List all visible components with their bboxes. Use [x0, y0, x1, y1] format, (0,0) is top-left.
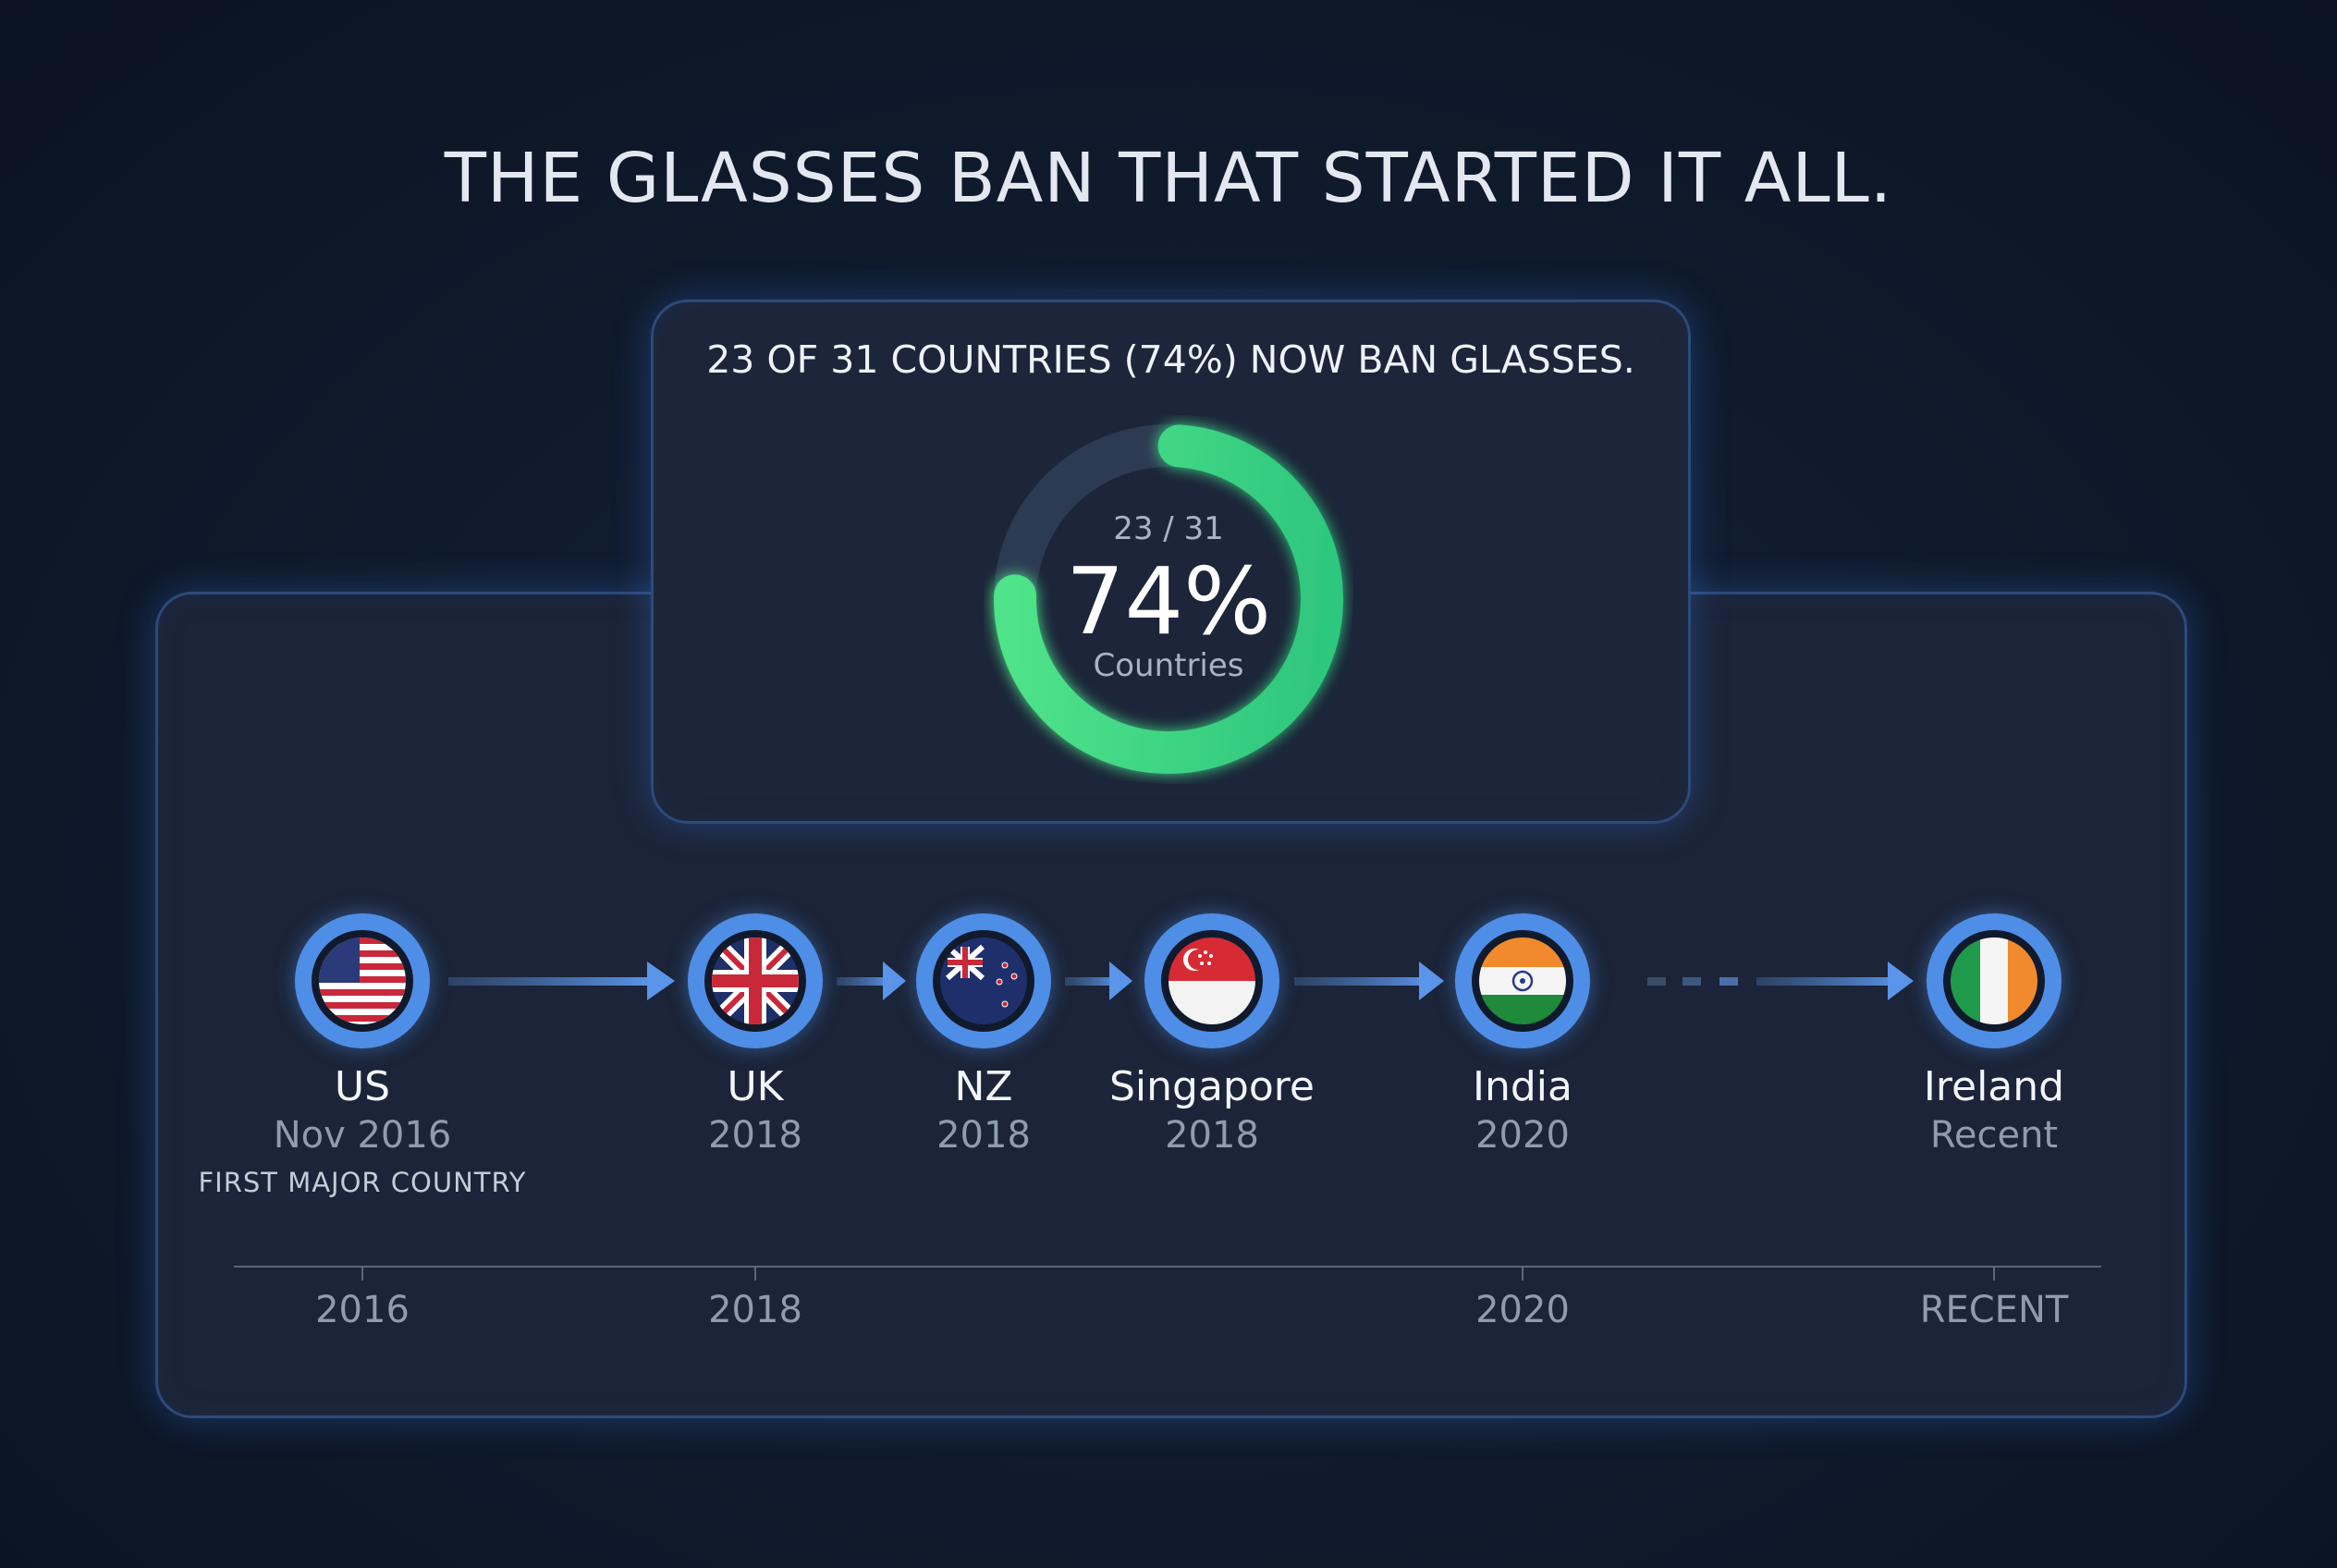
node-date: 2018	[1165, 1114, 1259, 1157]
axis-label: 2018	[708, 1289, 802, 1331]
india-flag-icon	[1479, 937, 1566, 1024]
node-name: UK	[727, 1063, 784, 1110]
node-date: 2020	[1475, 1114, 1570, 1157]
node-date: Nov 2016	[273, 1114, 452, 1157]
nz-flag-icon	[940, 937, 1027, 1024]
timeline-node-nz[interactable]	[916, 913, 1051, 1048]
timeline-node-singapore[interactable]	[1144, 913, 1279, 1048]
timeline-node-ireland[interactable]	[1927, 913, 2062, 1048]
node-date: 2018	[708, 1114, 802, 1157]
us-flag-icon	[319, 937, 406, 1024]
node-name: Ireland	[1923, 1063, 2065, 1110]
donut-chart	[994, 424, 1343, 774]
axis-tick	[1993, 1266, 1995, 1280]
axis-tick	[754, 1266, 756, 1280]
axis-label: RECENT	[1919, 1289, 2069, 1331]
node-name: Singapore	[1109, 1063, 1315, 1110]
timeline-node-uk[interactable]	[688, 913, 823, 1048]
fraction-label: 23 / 31	[1113, 510, 1224, 547]
uk-flag-icon	[712, 937, 799, 1024]
percent-label: 74%	[1065, 547, 1272, 655]
node-name: India	[1473, 1063, 1572, 1110]
node-note: FIRST MAJOR COUNTRY	[198, 1167, 527, 1198]
node-date: Recent	[1929, 1114, 2059, 1157]
singapore-flag-icon	[1168, 937, 1255, 1024]
timeline-node-india[interactable]	[1455, 913, 1590, 1048]
timeline-node-us[interactable]	[295, 913, 430, 1048]
timeline-axis	[234, 1266, 2101, 1268]
node-name: US	[334, 1063, 391, 1110]
axis-label: 2016	[315, 1289, 410, 1331]
node-date: 2018	[936, 1114, 1031, 1157]
stat-card-header: 23 OF 31 COUNTRIES (74%) NOW BAN GLASSES…	[706, 337, 1635, 382]
node-name: NZ	[954, 1063, 1013, 1110]
unit-label: Countries	[1093, 647, 1244, 684]
ireland-flag-icon	[1951, 937, 2037, 1024]
axis-label: 2020	[1475, 1289, 1570, 1331]
axis-tick	[1522, 1266, 1523, 1280]
donut-progress-arc	[994, 424, 1343, 774]
axis-tick	[361, 1266, 363, 1280]
page-title: THE GLASSES BAN THAT STARTED IT ALL.	[444, 139, 1893, 218]
